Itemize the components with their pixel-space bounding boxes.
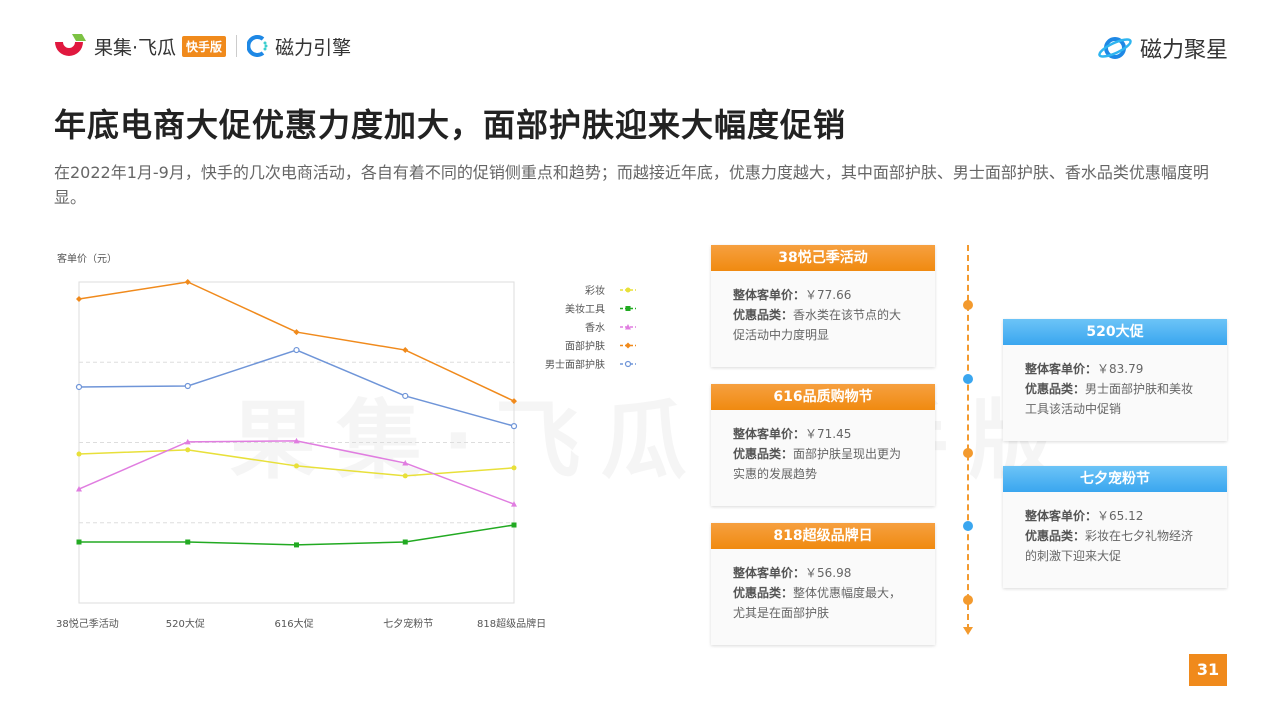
category-label: 优惠品类：	[733, 447, 794, 461]
series-line	[78, 449, 515, 477]
data-point	[293, 346, 300, 354]
data-point	[184, 382, 191, 390]
data-point	[511, 501, 517, 507]
brand-logo-guoji: 果集·飞瓜 快手版 磁力引擎	[52, 32, 351, 60]
event-card: 616品质购物节 整体客单价：￥71.45 优惠品类：面部护肤呈现出更为实惠的发…	[711, 384, 935, 506]
x-tick-label: 七夕宠粉节	[383, 617, 433, 630]
planet-logo-icon	[1098, 37, 1132, 59]
event-price: ￥71.45	[805, 427, 852, 441]
data-point	[294, 542, 299, 548]
event-title: 616品质购物节	[711, 384, 935, 410]
legend-label: 面部护肤	[565, 340, 605, 353]
data-point	[293, 329, 300, 336]
data-point	[402, 392, 409, 400]
series-line	[78, 349, 515, 427]
event-card: 38悦己季活动 整体客单价：￥77.66 优惠品类：香水类在该节点的大促活动中力…	[711, 245, 935, 367]
legend-marker	[625, 306, 631, 311]
x-tick-label: 616大促	[275, 617, 314, 630]
line-chart: 客单价（元） 38悦己季活动 520大促 616大促 七夕宠粉节 818超级品牌日 彩妆美妆…	[56, 252, 636, 630]
y-axis-label: 客单价（元）	[57, 252, 117, 265]
timeline-dot	[963, 595, 973, 605]
event-price: ￥77.66	[805, 288, 852, 302]
price-label: 整体客单价：	[733, 566, 806, 580]
event-price: ￥65.12	[1097, 509, 1144, 523]
cili-engine-logo-icon	[247, 35, 268, 57]
event-price: ￥83.79	[1097, 362, 1144, 376]
data-point	[511, 398, 517, 405]
page-subtitle: 在2022年1月-9月，快手的几次电商活动，各自有着不同的促销侧重点和趋势；而越…	[54, 163, 1209, 207]
x-tick-label: 818超级品牌日	[477, 617, 546, 630]
timeline-dot	[963, 374, 973, 384]
category-label: 优惠品类：	[1025, 529, 1086, 543]
brand-logo-cili-juxing: 磁力聚星	[1096, 32, 1228, 64]
data-point	[184, 438, 191, 445]
price-label: 整体客单价：	[1025, 362, 1098, 376]
price-label: 整体客单价：	[733, 427, 806, 441]
category-label: 优惠品类：	[733, 586, 794, 600]
event-price: ￥56.98	[805, 566, 852, 580]
data-point	[76, 486, 82, 492]
event-card: 818超级品牌日 整体客单价：￥56.98 优惠品类：整体优惠幅度最大，尤其是在…	[711, 523, 935, 645]
page-title: 年底电商大促优惠力度加大，面部护肤迎来大幅度促销	[54, 106, 847, 144]
x-tick-label: 38悦己季活动	[56, 617, 119, 630]
event-desc: 男士面部护肤和美妆工具该活动中促销	[1025, 382, 1194, 416]
legend-marker	[624, 360, 632, 368]
category-label: 优惠品类：	[733, 308, 794, 322]
brand-tag: 快手版	[182, 35, 227, 57]
series-line	[79, 524, 515, 546]
series-line	[78, 281, 515, 402]
data-point	[76, 296, 82, 303]
event-card: 七夕宠粉节 整体客单价：￥65.12 优惠品类：彩妆在七夕礼物经济的刺激下迎来大…	[1003, 466, 1227, 588]
data-point	[402, 347, 409, 354]
timeline-line	[967, 245, 969, 630]
legend-marker	[625, 287, 631, 293]
data-point	[75, 383, 83, 391]
event-desc: 整体优惠幅度最大，尤其是在面部护肤	[733, 586, 902, 620]
data-point	[185, 447, 191, 453]
legend-label: 男士面部护肤	[545, 358, 605, 371]
partner-name: 磁力引擎	[275, 36, 352, 59]
event-desc: 面部护肤呈现出更为实惠的发展趋势	[733, 447, 902, 481]
x-tick-label: 520大促	[166, 617, 205, 630]
data-point	[76, 539, 82, 545]
page-number: 31	[1189, 654, 1227, 686]
divider	[236, 35, 238, 57]
event-title: 818超级品牌日	[711, 523, 935, 549]
data-point	[294, 463, 299, 469]
data-point	[511, 522, 517, 528]
event-desc: 彩妆在七夕礼物经济的刺激下迎来大促	[1025, 529, 1194, 563]
event-title: 520大促	[1003, 319, 1227, 345]
data-point	[76, 451, 82, 457]
data-point	[293, 437, 300, 444]
category-label: 优惠品类：	[1025, 382, 1086, 396]
event-card: 520大促 整体客单价：￥83.79 优惠品类：男士面部护肤和美妆工具该活动中促…	[1003, 319, 1227, 441]
event-desc: 香水类在该节点的大促活动中力度明显	[733, 308, 902, 342]
price-label: 整体客单价：	[733, 288, 806, 302]
guoji-logo-icon	[52, 32, 88, 60]
legend-marker	[625, 324, 631, 330]
brand-right-name: 磁力聚星	[1139, 38, 1228, 63]
legend-label: 香水	[585, 322, 605, 334]
timeline-dot	[963, 448, 973, 458]
price-label: 整体客单价：	[1025, 509, 1098, 523]
data-point	[402, 473, 408, 479]
timeline-dot	[963, 521, 973, 531]
timeline-arrow-icon	[963, 627, 973, 635]
data-point	[510, 423, 518, 430]
data-point	[185, 539, 191, 545]
legend-marker	[625, 342, 631, 349]
data-point	[511, 465, 517, 471]
event-title: 七夕宠粉节	[1003, 466, 1227, 492]
brand-name: 果集·飞瓜	[94, 36, 177, 59]
data-point	[184, 279, 191, 285]
legend-label: 美妆工具	[565, 303, 605, 316]
data-point	[402, 460, 409, 466]
event-title: 38悦己季活动	[711, 245, 935, 271]
legend-label: 彩妆	[585, 284, 605, 297]
timeline-dot	[963, 300, 973, 310]
data-point	[402, 539, 408, 545]
